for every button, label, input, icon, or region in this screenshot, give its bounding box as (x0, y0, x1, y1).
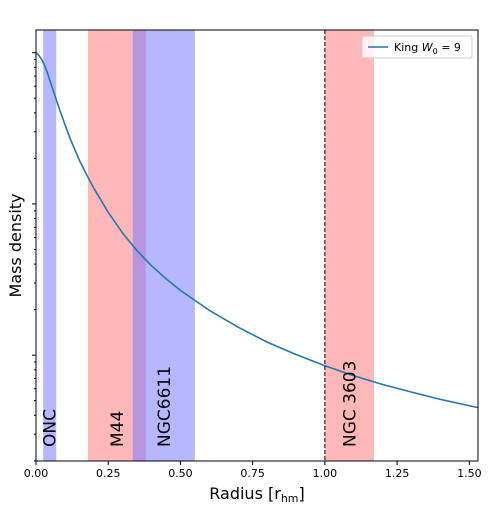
legend-label-king: King W0 = 9 (394, 41, 461, 56)
plot-frame (35, 29, 479, 462)
x-tick-label: 1.50 (457, 467, 482, 480)
x-axis-title-main: Radius [r (209, 484, 281, 503)
region-labels: ONC M44 NGC6611 NGC 3603 (41, 361, 361, 447)
x-axis-title: Radius [rhm] (209, 484, 305, 505)
region-label-m44: M44 (108, 411, 128, 447)
legend-label-sub: 0 (433, 47, 438, 56)
region-band-ngc-3603 (324, 30, 374, 461)
legend-box (361, 35, 473, 59)
x-tick-label: 0.00 (24, 467, 49, 480)
legend-label-prefix: King (394, 41, 422, 54)
x-axis-title-sub: hm (281, 492, 299, 505)
king-profile-line (35, 52, 479, 409)
x-tick-label: 0.25 (96, 467, 121, 480)
legend-label-suffix: = 9 (438, 41, 461, 54)
x-tick-label: 1.00 (313, 467, 338, 480)
cluster-regions (43, 30, 374, 461)
region-label-ngc-3603: NGC 3603 (340, 361, 360, 447)
region-label-ngc6611: NGC6611 (155, 366, 175, 447)
king-profile-curve-layer (35, 52, 479, 409)
y-axis-ticks (32, 52, 36, 462)
x-tick-label: 0.75 (240, 467, 265, 480)
region-label-onc: ONC (41, 409, 61, 447)
y-axis-title: Mass density (6, 193, 25, 297)
region-band-onc (43, 30, 57, 461)
x-axis-ticks: 0.00 0.25 0.50 0.75 1.00 1.25 1.50 (24, 461, 482, 480)
legend-label-var: W (422, 41, 434, 54)
legend: King W0 = 9 (361, 35, 473, 59)
x-tick-label: 0.50 (168, 467, 193, 480)
x-axis-title-close: ] (299, 484, 305, 503)
region-band-ngc6611 (132, 30, 195, 461)
x-tick-label: 1.25 (385, 467, 410, 480)
